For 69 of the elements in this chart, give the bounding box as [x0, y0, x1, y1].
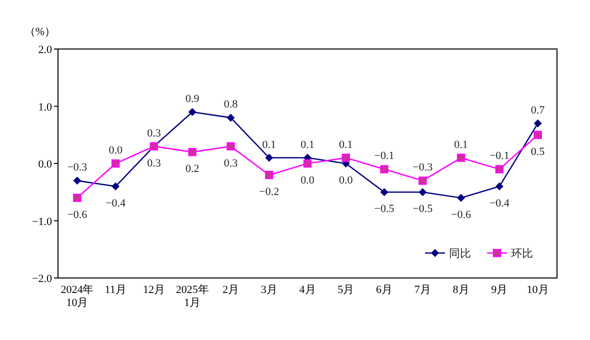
legend-label: 同比: [449, 247, 471, 260]
y-tick-label: −1.0: [32, 216, 52, 228]
data-label: 0.5: [530, 146, 546, 158]
point: [380, 165, 388, 174]
x-tick-label: 7月: [414, 284, 431, 296]
point: [188, 148, 196, 156]
y-tick-label: 2.0: [38, 44, 52, 56]
data-label: 0.0: [108, 144, 123, 156]
data-label: −0.3: [412, 162, 434, 174]
data-label: −0.5: [412, 203, 434, 216]
x-tick-label: 11月: [104, 284, 126, 296]
data-label: −0.5: [374, 203, 395, 216]
data-label: −0.1: [374, 150, 394, 162]
point: [73, 194, 82, 202]
x-tick-label: 6月: [376, 284, 393, 296]
point: [73, 176, 82, 185]
point: [495, 165, 504, 174]
point: [265, 154, 274, 162]
data-label: 0.1: [262, 138, 276, 151]
x-tick-label: 2月: [222, 284, 239, 296]
data-label: −0.4: [489, 197, 510, 210]
point: [456, 154, 466, 162]
data-label: −0.1: [489, 150, 510, 162]
data-label: −0.6: [67, 208, 88, 221]
y-tick-label: −2.0: [32, 273, 52, 285]
y-tick-label: 1.0: [38, 101, 52, 114]
data-label: −0.4: [106, 197, 126, 210]
point: [457, 194, 466, 202]
x-tick-label: 10月: [526, 284, 549, 296]
point: [265, 170, 274, 180]
x-tick-label: 12月: [142, 284, 165, 296]
point: [303, 159, 312, 168]
data-label: −0.6: [451, 208, 472, 221]
x-tick-label: 9月: [491, 284, 508, 296]
y-tick-label: 0.0: [38, 158, 52, 170]
data-label: 0.1: [339, 138, 353, 151]
point: [380, 188, 388, 196]
point: [418, 176, 427, 185]
data-label: 0.0: [300, 174, 315, 186]
point: [188, 108, 196, 116]
data-label: 0.7: [530, 104, 546, 116]
legend-label: 环比: [511, 247, 533, 260]
x-tick-label: 4月: [299, 284, 316, 296]
point: [534, 130, 542, 139]
point: [495, 182, 504, 190]
point: [418, 188, 427, 196]
x-tick-label: 8月: [452, 284, 470, 296]
data-label: 0.3: [147, 157, 162, 170]
point: [534, 119, 542, 128]
x-tick-label: 3月: [260, 284, 278, 296]
data-label: 0.1: [454, 138, 468, 151]
x-tick-label: 2025年 1月: [176, 284, 209, 309]
point: [226, 114, 235, 122]
point: [111, 159, 120, 168]
data-label: 0.9: [185, 92, 200, 105]
point: [342, 154, 350, 162]
data-label: 0.0: [339, 174, 354, 186]
data-label: 0.8: [224, 98, 238, 111]
data-label: 0.1: [300, 138, 314, 151]
data-label: 0.3: [147, 127, 162, 140]
x-tick-label: 5月: [338, 284, 354, 296]
point: [112, 182, 120, 190]
data-label: 0.3: [224, 157, 238, 170]
point: [226, 142, 235, 150]
data-label: 0.2: [185, 163, 200, 176]
y-axis-title: （%）: [24, 26, 56, 38]
x-tick-label: 2024年 10月: [60, 284, 94, 309]
data-label: −0.2: [259, 186, 280, 198]
data-label: −0.3: [67, 162, 88, 174]
